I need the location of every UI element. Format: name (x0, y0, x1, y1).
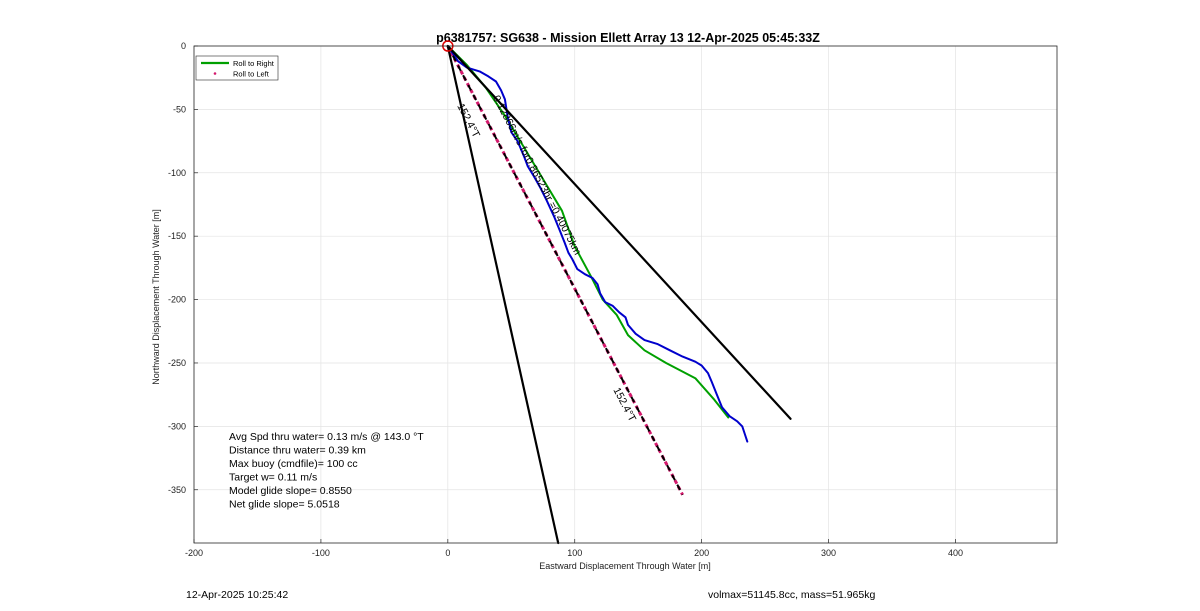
plot-background (194, 46, 1057, 543)
y-tick-label: -350 (168, 485, 186, 495)
stats-line: Target w= 0.11 m/s (229, 472, 317, 484)
plot-frame (193, 45, 1058, 544)
y-tick-label: -150 (168, 231, 186, 241)
x-tick-label: 0 (445, 548, 450, 558)
footer-timestamp: 12-Apr-2025 10:25:42 (186, 589, 288, 601)
stats-block: Avg Spd thru water= 0.13 m/s @ 143.0 °T D… (229, 431, 424, 511)
footer-mass-info: volmax=51145.8cc, mass=51.965kg (708, 589, 875, 601)
x-tick-label: -200 (185, 548, 203, 558)
x-tick-label: 400 (948, 548, 963, 558)
stats-line: Model glide slope= 0.8550 (229, 485, 352, 497)
x-tick-label: -100 (312, 548, 330, 558)
x-tick-label: 300 (821, 548, 836, 558)
legend: Roll to Right Roll to Left (195, 55, 279, 81)
y-tick-label: -250 (168, 358, 186, 368)
y-tick-label: -200 (168, 295, 186, 305)
series-bound-line-right (446, 44, 792, 420)
legend-box (195, 55, 279, 81)
legend-label-roll-left: Roll to Left (233, 70, 270, 79)
chart-title: p6381757: SG638 - Mission Ellett Array 1… (436, 31, 820, 45)
legend-swatch-roll-left (213, 72, 217, 75)
legend-label-roll-right: Roll to Right (233, 59, 275, 68)
stats-line: Distance thru water= 0.39 km (229, 445, 366, 457)
stats-line: Net glide slope= 5.0518 (229, 499, 340, 511)
x-tick-label: 100 (567, 548, 582, 558)
y-tick-label: -300 (168, 421, 186, 431)
stats-line: Avg Spd thru water= 0.13 m/s @ 143.0 °T (229, 431, 424, 443)
tick-layer: -200 -100 0 100 200 300 400 0 -50 -100 -150 -200 -25… (168, 41, 963, 558)
x-axis-label: Eastward Displacement Through Water [m] (539, 561, 711, 571)
x-tick-label: 200 (694, 548, 709, 558)
stats-line: Max buoy (cmdfile)= 100 cc (229, 458, 358, 470)
y-tick-label: 0 (181, 41, 186, 51)
plot-area: 152.4°T 0.12866m/s for0.86523hr =0.40075k… (168, 40, 1058, 558)
series-bound-line-left (446, 44, 560, 545)
series-layer (442, 40, 792, 545)
series-heading-dashed-line (446, 45, 684, 496)
y-tick-label: -50 (173, 104, 186, 114)
y-tick-label: -100 (168, 168, 186, 178)
y-axis-label: Northward Displacement Through Water [m] (151, 209, 161, 385)
